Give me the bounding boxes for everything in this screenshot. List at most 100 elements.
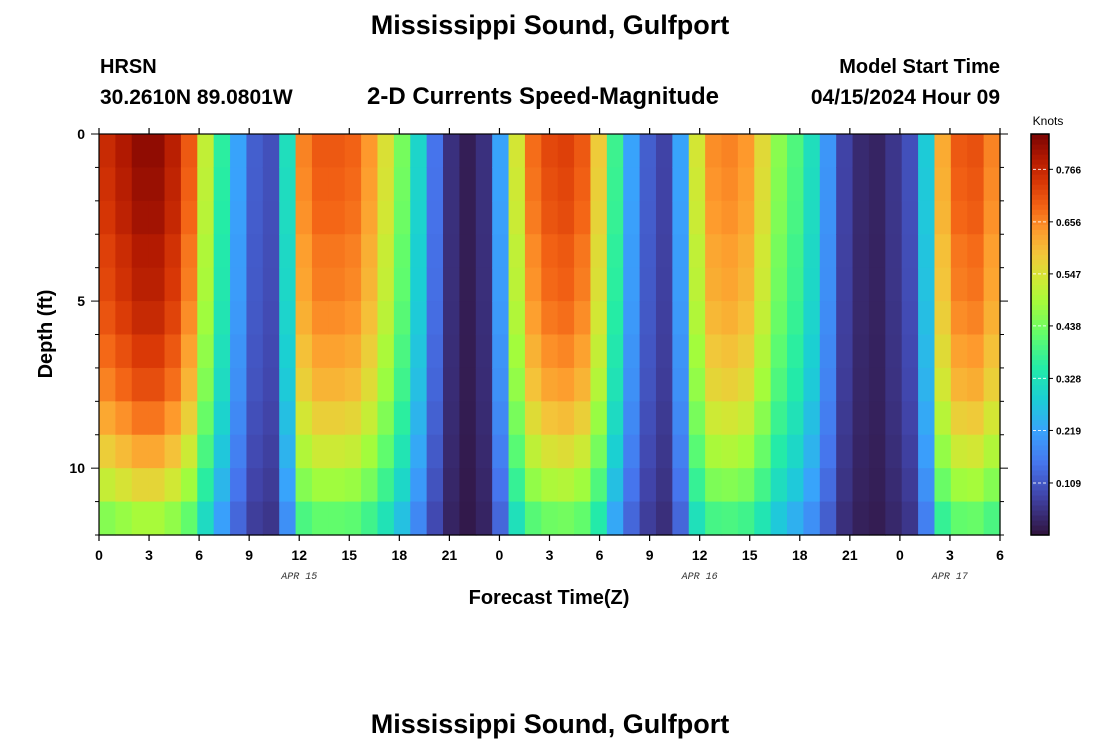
heatmap-cell [705,334,723,369]
heatmap-cell [459,334,477,369]
heatmap-cell [868,334,886,369]
heatmap-cell [819,468,837,503]
heatmap-cell [295,200,313,235]
heatmap-cell [705,167,723,202]
heatmap-cell [705,200,723,235]
heatmap-cell [164,468,182,503]
colorbar-swatch [1031,199,1049,205]
heatmap-cell [754,334,772,369]
heatmap-cell [410,468,428,503]
heatmap-cell [148,468,166,503]
heatmap-cell [492,401,510,436]
heatmap-cell [770,334,788,369]
heatmap-cell [180,434,198,469]
heatmap-cell [475,167,493,202]
heatmap-cell [868,301,886,336]
heatmap-cell [541,200,559,235]
heatmap-cell [328,234,346,269]
heatmap-cell [164,434,182,469]
heatmap-cell [967,334,985,369]
heatmap-cell [885,200,903,235]
heatmap-cell [230,434,248,469]
heatmap-cell [148,267,166,302]
heatmap-cell [787,468,805,503]
heatmap-cell [557,434,575,469]
heatmap-cell [721,301,739,336]
heatmap-cell [311,434,329,469]
heatmap-cell [672,334,690,369]
heatmap-cell [213,301,231,336]
heatmap-cell [377,200,395,235]
colorbar-swatch [1031,444,1049,451]
heatmap-cell [672,367,690,402]
heatmap-cell [754,367,772,402]
heatmap-cell [574,468,592,503]
heatmap-cell [393,501,411,536]
heatmap-cell [459,501,477,536]
heatmap-cell [852,267,870,302]
heatmap-cell [426,434,444,469]
heatmap-cell [885,334,903,369]
heatmap-cell [983,234,1001,269]
heatmap-cell [475,334,493,369]
heatmap-cell [115,367,133,402]
heatmap-cell [623,401,641,436]
heatmap-cell [426,301,444,336]
heatmap-cell [688,434,706,469]
heatmap-cell [180,301,198,336]
heatmap-cell [983,434,1001,469]
heatmap-cell [655,334,673,369]
heatmap-cell [279,401,297,436]
heatmap-cell [541,267,559,302]
heatmap-cell [672,234,690,269]
heatmap-cell [672,401,690,436]
heatmap-cell [148,334,166,369]
heatmap-cell [836,234,854,269]
heatmap-cell [590,301,608,336]
heatmap-cell [983,501,1001,536]
heatmap-cell [361,301,379,336]
colorbar-swatch [1031,254,1049,260]
heatmap-cell [606,367,624,402]
colorbar-swatch [1031,459,1049,466]
heatmap-cell [262,167,280,202]
colorbar-swatch [1031,194,1049,200]
heatmap-cell [279,134,297,169]
heatmap-cell [868,401,886,436]
heatmap-cell [983,301,1001,336]
heatmap-cell [836,468,854,503]
heatmap-cell [574,200,592,235]
colorbar-swatch [1031,379,1049,386]
heatmap-cell [590,167,608,202]
heatmap-cell [754,501,772,536]
heatmap-cell [623,167,641,202]
heatmap-cell [459,200,477,235]
colorbar-title: Knots [1033,114,1064,128]
heatmap-cell [574,134,592,169]
colorbar-swatch [1031,424,1049,431]
heatmap-cell [361,401,379,436]
heatmap-cell [655,234,673,269]
heatmap-cell [344,501,362,536]
colorbar-swatch [1031,334,1049,341]
heatmap-cell [836,434,854,469]
heatmap-cell [393,267,411,302]
heatmap-cell [967,301,985,336]
heatmap-cell [295,234,313,269]
heatmap-cell [574,434,592,469]
heatmap-cell [770,200,788,235]
heatmap-cell [672,501,690,536]
heatmap-cell [475,267,493,302]
heatmap-cell [950,501,968,536]
heatmap-cell [475,434,493,469]
heatmap-cell [918,401,936,436]
heatmap-cell [344,200,362,235]
heatmap-cell [967,468,985,503]
heatmap-cell [852,501,870,536]
heatmap-cell [328,167,346,202]
heatmap-cell [393,434,411,469]
heatmap-cell [705,367,723,402]
heatmap-cell [492,334,510,369]
heatmap-cell [721,501,739,536]
heatmap-cell [770,401,788,436]
